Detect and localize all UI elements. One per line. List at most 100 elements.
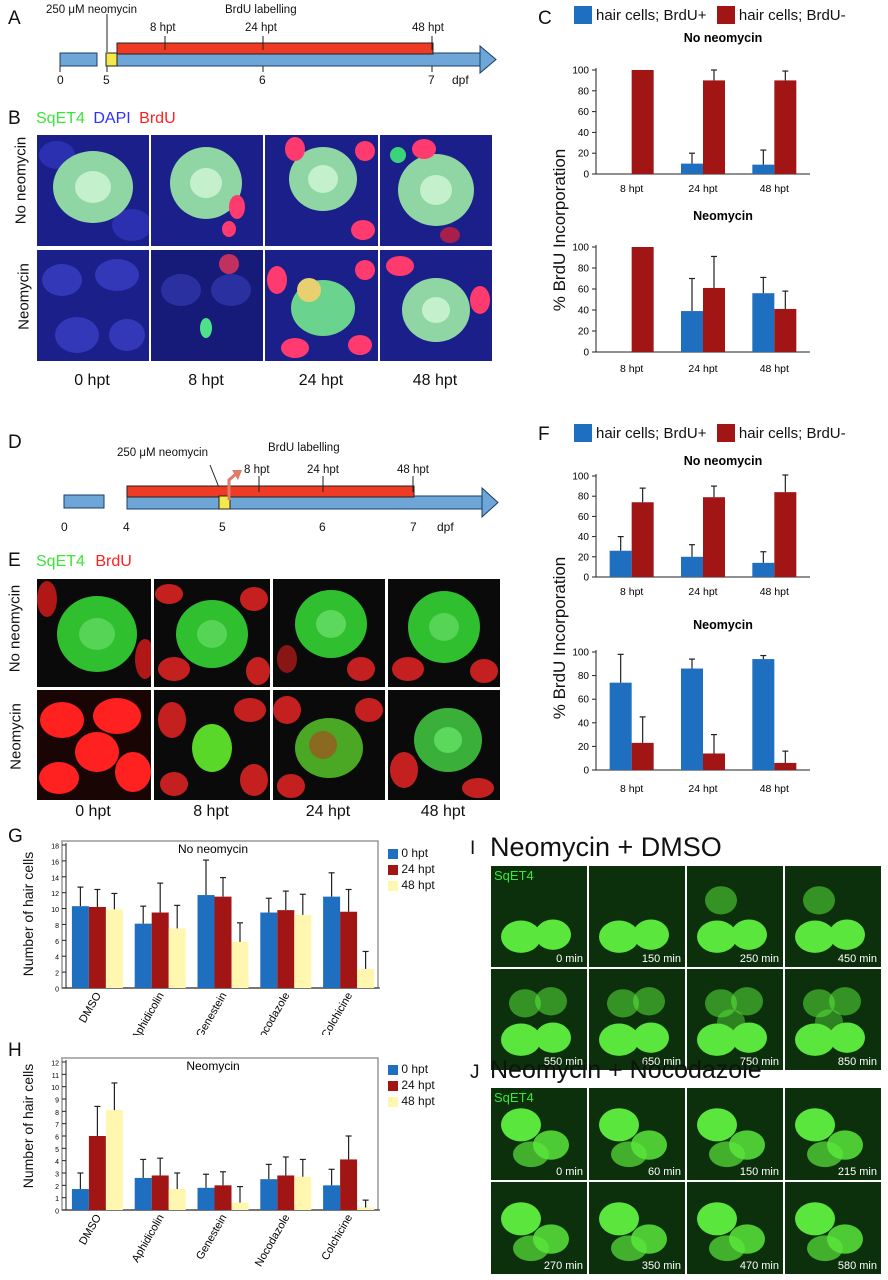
bar: [703, 80, 725, 174]
hair-cell: [803, 989, 835, 1018]
chart-title: No neomycin: [684, 31, 763, 45]
legend-g-48hpt: 48 hpt: [401, 878, 435, 892]
timeline-a-treatment: 250 μM neomycin: [46, 4, 138, 16]
bar: [168, 928, 186, 988]
bar: [631, 742, 654, 770]
panel-g-ylabel: Number of hair cells: [20, 851, 36, 977]
y-tick-label: 9: [55, 1098, 59, 1105]
timeline-d-unit: dpf: [437, 520, 454, 534]
bar: [703, 497, 725, 577]
timeline-d-axis-5: 5: [219, 520, 226, 534]
legend-g-swatch-48: [388, 880, 398, 891]
bar: [340, 1159, 358, 1210]
y-tick-label: 2: [55, 1184, 59, 1191]
legend-c-swatch-brdu-pos: [574, 6, 592, 24]
hair-cell: [807, 1235, 843, 1262]
timelapse-i: 0 min SqET4 150 min 250 min 450 min 550 min 65…: [490, 865, 882, 1071]
hair-cell: [599, 1023, 639, 1056]
legend-h: 0 hpt 24 hpt 48 hpt: [388, 1062, 435, 1108]
micrograph-b-neo-24hpt: [264, 249, 379, 362]
bar: [774, 492, 797, 577]
bar: [88, 1136, 106, 1210]
timelapse-frame: 850 min: [784, 968, 882, 1071]
timeline-d-labelling: BrdU labelling: [268, 442, 340, 454]
chart-g-no-neomycin: 0 2 4 6 8 10 12 14 16 18 No neomycin DMSO Aphidicoli…: [51, 840, 380, 1036]
timelapse-frame: 450 min: [784, 865, 882, 968]
frame-time-label: 550 min: [543, 1056, 583, 1068]
timelapse-frame: 270 min: [490, 1181, 588, 1275]
hair-cell: [509, 989, 541, 1018]
frame-time-label: 350 min: [641, 1260, 681, 1272]
legend-c-swatch-brdu-neg: [716, 6, 735, 24]
y-tick-label: 0: [583, 348, 589, 359]
category-label: Nocodazole: [253, 991, 292, 1036]
category-label: Aphidicolin: [130, 1213, 167, 1265]
bar: [681, 163, 703, 174]
bar: [681, 311, 703, 352]
y-tick-label: 11: [52, 1073, 59, 1080]
bar: [774, 308, 797, 352]
timelapse-frame: 215 min: [784, 1087, 882, 1181]
panel-b-row-no-neomycin: No neomycin: [12, 136, 30, 225]
y-tick-label: 20: [578, 552, 590, 563]
timelapse-frame: 650 min: [588, 968, 686, 1071]
y-tick-label: 0: [583, 766, 589, 777]
legend-f-brdu-neg: hair cells; BrdU-: [738, 424, 846, 442]
hair-cell: [633, 1022, 669, 1053]
timelapse-frame: 0 min SqET4: [490, 865, 588, 968]
hair-cell: [501, 1108, 541, 1142]
panel-j-title: Neomycin + Nocodazole: [490, 1056, 762, 1084]
bar: [197, 895, 215, 988]
frame-time-label: 270 min: [543, 1260, 583, 1272]
bar: [231, 941, 249, 988]
hair-cell: [535, 987, 567, 1016]
stain-e-sqet4: SqET4: [36, 553, 85, 570]
panel-e-stains: SqET4 BrdU: [36, 553, 132, 571]
chart-title: No neomycin: [178, 842, 248, 856]
hair-cell: [611, 1141, 647, 1168]
y-tick-label: 16: [51, 859, 59, 866]
y-tick-label: 14: [51, 875, 59, 882]
y-tick-label: 4: [55, 955, 59, 962]
legend-c: hair cells; BrdU+ hair cells; BrdU-: [574, 6, 852, 24]
legend-g-24hpt: 24 hpt: [401, 862, 435, 876]
bar: [752, 164, 775, 174]
timeline-d-axis-4: 4: [123, 520, 130, 534]
panel-e-col-24hpt: 24 hpt: [305, 803, 351, 820]
frame-time-label: 60 min: [647, 1166, 681, 1178]
bar: [323, 896, 341, 988]
timeline-d-mark-8: 8 hpt: [244, 464, 270, 476]
bar: [752, 293, 775, 352]
panel-b-col-48hpt: 48 hpt: [412, 372, 458, 389]
y-tick-label: 4: [55, 1159, 59, 1166]
frame-background: [589, 969, 685, 1070]
panel-label-i: I: [470, 838, 476, 859]
bar: [752, 562, 775, 577]
y-tick-label: 100: [572, 66, 589, 77]
frame-background: [589, 866, 685, 967]
panel-label-g: G: [8, 826, 23, 847]
chart-c-neomycin: 0 20 40 60 80 100 Neomycin 8 hpt 24 hpt 48 hpt: [572, 209, 810, 375]
bar: [277, 1175, 295, 1210]
bar: [323, 1185, 341, 1210]
micrograph-e-neo-24hpt: [272, 689, 386, 801]
micrograph-e-neo-48hpt: [387, 689, 501, 801]
frame-time-label: 580 min: [837, 1260, 877, 1272]
y-tick-label: 60: [578, 285, 590, 296]
chart-title: Neomycin: [186, 1059, 239, 1073]
frame-stain-label: SqET4: [494, 1090, 534, 1105]
hair-cell: [599, 1202, 639, 1236]
timelapse-frame: 250 min: [686, 865, 784, 968]
category-label: Colchicine: [319, 991, 355, 1036]
bar: [294, 1176, 312, 1210]
y-tick-label: 100: [572, 472, 589, 483]
timelapse-frame: 350 min: [588, 1181, 686, 1275]
frame-background: [785, 866, 881, 967]
bar: [168, 1189, 186, 1210]
hair-cell: [501, 1202, 541, 1236]
chart-title: Neomycin: [693, 618, 753, 632]
timeline-d-diagram: [63, 464, 499, 519]
hair-cell: [697, 1023, 737, 1056]
hair-cell: [599, 1108, 639, 1142]
y-tick-label: 18: [51, 844, 59, 851]
